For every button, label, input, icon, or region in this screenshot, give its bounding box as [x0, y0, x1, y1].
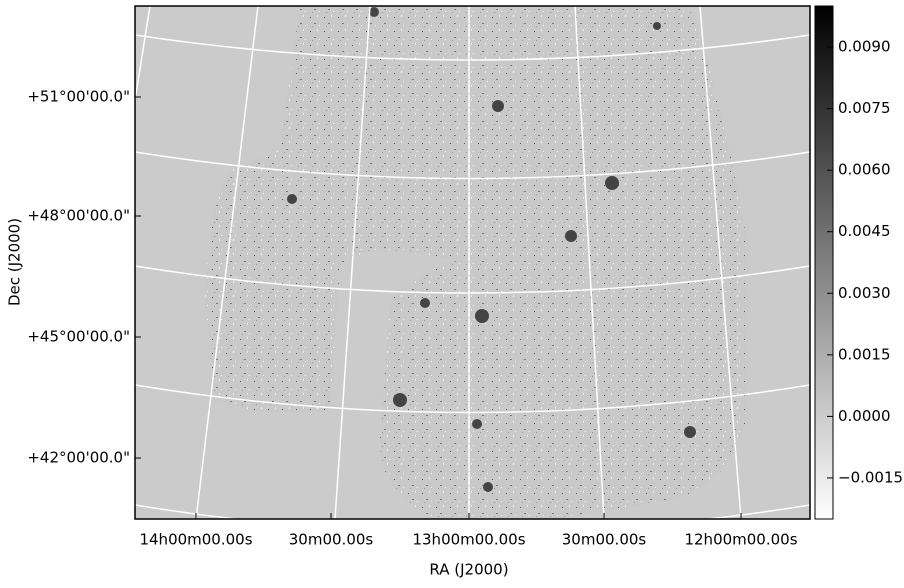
colorbar-tick-label: 0.0030	[838, 284, 891, 302]
y-tick-label: +48°00'00.0"	[27, 207, 130, 225]
x-tick-label: 14h00m00.00s	[139, 531, 252, 549]
map	[135, 6, 810, 519]
colorbar	[814, 5, 834, 520]
colorbar-tick-label: 0.0090	[838, 38, 891, 56]
colorbar-tick-label: 0.0000	[838, 407, 891, 425]
colorbar-tick-label: −0.0015	[838, 468, 903, 486]
y-axis-title: Dec (J2000)	[6, 218, 24, 306]
colorbar-tick-label: 0.0075	[838, 99, 891, 117]
x-tick-label: 30m00.00s	[562, 531, 647, 549]
y-tick-label: +42°00'00.0"	[27, 449, 130, 467]
x-axis-title: RA (J2000)	[429, 561, 508, 579]
colorbar-tick-label: 0.0045	[838, 222, 891, 240]
plot-frame	[134, 5, 811, 520]
x-tick-label: 13h00m00.00s	[412, 531, 525, 549]
x-tick-label: 12h00m00.00s	[684, 531, 797, 549]
x-tick-label: 30m00.00s	[289, 531, 374, 549]
colorbar-tick-label: 0.0060	[838, 161, 891, 179]
colorbar-tick-label: 0.0015	[838, 345, 891, 363]
y-tick-label: +51°00'00.0"	[27, 88, 130, 106]
y-tick-label: +45°00'00.0"	[27, 328, 130, 346]
